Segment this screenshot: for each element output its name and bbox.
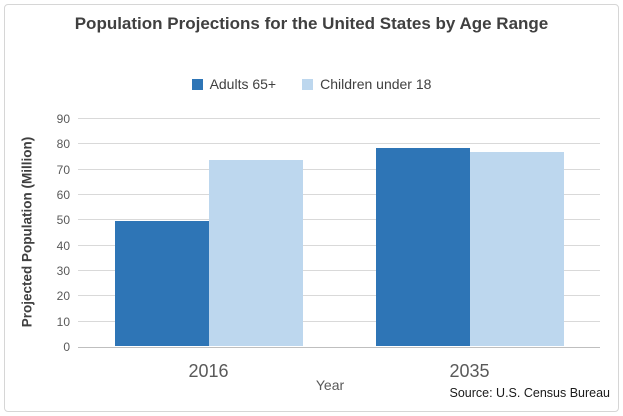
gridline-y-70 <box>78 168 600 170</box>
plot-area <box>78 118 600 348</box>
x-tick-label-2016: 2016 <box>188 361 229 381</box>
y-tick-label-0: 0 <box>63 340 70 354</box>
legend-swatch-children-under-18 <box>302 78 314 90</box>
y-tick-label-50: 50 <box>56 213 70 228</box>
source-note: Source: U.S. Census Bureau <box>449 386 611 400</box>
y-axis-title: Projected Population (Million) <box>19 136 35 328</box>
legend: Adults 65+ Children under 18 <box>0 76 623 92</box>
gridline-y-60 <box>78 194 600 195</box>
gridline-y-50 <box>78 219 600 221</box>
bar-2035-children-under-18 <box>469 152 564 346</box>
legend-swatch-adults-65-plus <box>191 78 203 90</box>
x-tick-label-2035: 2035 <box>449 361 490 381</box>
y-tick-label-60: 60 <box>56 188 70 202</box>
legend-label: Adults 65+ <box>209 76 277 92</box>
y-tick-label-90: 90 <box>56 112 70 126</box>
y-tick-label-10: 10 <box>56 314 70 329</box>
y-tick-label-20: 20 <box>56 289 70 304</box>
y-tick-label-30: 30 <box>56 264 70 278</box>
gridline-y-20 <box>78 295 600 297</box>
legend-item-children-under-18: Children under 18 <box>302 76 431 92</box>
gridline-y-10 <box>78 320 600 322</box>
legend-label: Children under 18 <box>320 76 432 92</box>
x-axis-title: Year <box>315 377 345 393</box>
gridline-y-90 <box>78 118 600 119</box>
bar-2016-adults-65- <box>114 221 209 346</box>
gridline-y-40 <box>78 244 600 246</box>
legend-item-adults-65-plus: Adults 65+ <box>191 76 277 92</box>
chart-title: Population Projections for the United St… <box>74 14 549 33</box>
y-tick-label-40: 40 <box>56 238 70 253</box>
gridline-y-30 <box>78 270 600 271</box>
y-tick-label-70: 70 <box>56 162 70 177</box>
bar-2016-children-under-18 <box>208 159 303 346</box>
gridline-y-0 <box>78 347 600 348</box>
gridline-y-80 <box>78 143 600 145</box>
y-tick-label-80: 80 <box>56 137 70 152</box>
bar-2035-adults-65- <box>375 148 470 346</box>
